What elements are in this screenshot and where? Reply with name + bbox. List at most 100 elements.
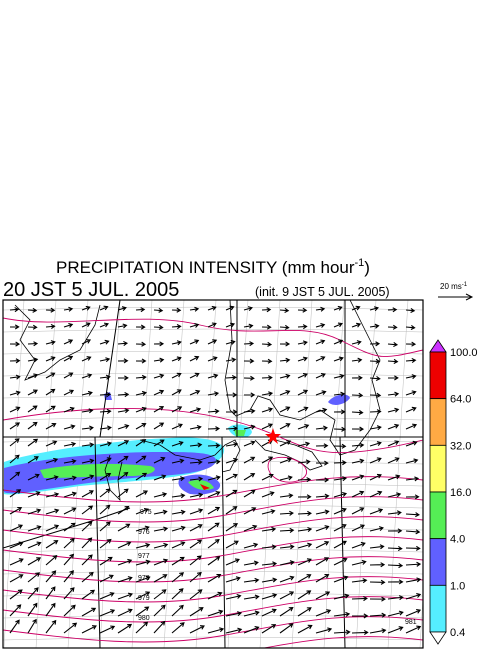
wind-arrow	[27, 357, 39, 363]
wind-arrow	[153, 589, 167, 600]
wind-arrow	[333, 476, 348, 482]
wind-arrow	[243, 323, 254, 329]
wind-arrow	[81, 490, 94, 498]
wind-arrow	[405, 307, 416, 313]
wind-arrow	[153, 324, 164, 330]
wind-arrow	[225, 523, 239, 532]
wind-arrow	[99, 504, 111, 515]
wind-arrow	[189, 442, 203, 448]
wind-arrow	[99, 609, 116, 617]
wind-arrow	[351, 322, 362, 328]
wind-arrow	[27, 341, 39, 347]
wind-arrow	[9, 589, 23, 600]
wind-arrow	[63, 475, 77, 481]
wind-arrow	[9, 374, 21, 380]
wind-arrow	[189, 555, 202, 566]
wind-arrow	[135, 591, 151, 600]
wind-arrow	[243, 524, 258, 532]
isobar	[3, 596, 423, 623]
coast	[224, 300, 381, 456]
wind-arrow	[315, 557, 330, 566]
wind-arrow	[45, 405, 56, 413]
wind-arrow	[9, 619, 20, 634]
wind-arrow	[297, 406, 309, 413]
wind-arrow	[279, 560, 295, 566]
wind-arrow	[279, 357, 291, 363]
wind-arrow	[99, 625, 116, 634]
wind-arrow	[333, 391, 346, 397]
wind-arrow	[63, 491, 77, 498]
wind-arrow	[45, 475, 59, 481]
wind-arrow	[153, 456, 166, 464]
wind-arrow	[243, 577, 260, 583]
wind-arrow	[9, 558, 24, 566]
wind-arrow	[99, 391, 112, 398]
grid-line	[3, 416, 423, 421]
wind-arrow	[387, 358, 399, 364]
wind-arrow	[333, 507, 347, 515]
wind-arrow	[369, 612, 387, 618]
isobar	[3, 496, 423, 523]
isobar-label: 980	[138, 615, 150, 622]
wind-arrow	[297, 574, 312, 583]
wind-arrow	[153, 558, 169, 566]
wind-arrow	[27, 602, 38, 617]
precip-heavy	[40, 463, 155, 478]
wind-arrow	[81, 390, 93, 396]
wind-arrow	[333, 557, 348, 566]
wind-arrow	[351, 305, 361, 311]
wind-arrow	[171, 307, 182, 313]
wind-arrow	[135, 307, 146, 313]
wind-arrow	[9, 541, 24, 549]
vector-scale-text: 20 ms	[440, 282, 462, 291]
wind-arrow	[9, 471, 21, 481]
wind-arrow	[279, 544, 295, 550]
wind-arrow	[351, 613, 369, 619]
wind-arrow	[225, 442, 239, 448]
wind-arrow	[405, 494, 420, 500]
wind-arrow	[9, 358, 21, 364]
wind-arrow	[81, 537, 93, 549]
wind-arrow	[135, 621, 149, 634]
wind-arrow	[333, 339, 344, 345]
wind-arrow	[117, 358, 129, 364]
wind-arrow	[243, 456, 256, 464]
grid-line	[3, 592, 423, 597]
wind-arrow	[243, 489, 256, 498]
colorbar-segment	[429, 398, 447, 446]
wind-arrow	[243, 306, 253, 312]
wind-arrow	[135, 406, 147, 413]
wind-arrow	[405, 561, 422, 567]
wind-arrow	[315, 591, 331, 600]
wind-arrow	[171, 406, 183, 413]
wind-arrow	[261, 473, 274, 481]
wind-arrow	[333, 305, 343, 311]
wind-arrow	[27, 508, 42, 515]
wind-arrow	[45, 323, 56, 330]
wind-arrow	[225, 506, 238, 515]
wind-arrow	[207, 305, 217, 311]
wind-arrow	[63, 406, 75, 413]
wind-arrow	[387, 375, 399, 381]
wind-arrow	[351, 507, 365, 515]
colorbar-segment	[429, 538, 447, 586]
wind-arrow	[171, 324, 182, 330]
wind-arrow	[387, 324, 398, 330]
wind-arrow	[243, 473, 256, 481]
wind-arrow	[27, 618, 37, 634]
wind-arrow	[63, 424, 76, 430]
colorbar-bottom	[429, 631, 447, 645]
wind-arrow	[225, 374, 237, 381]
isobar-label: 979	[138, 595, 150, 602]
wind-arrow	[99, 556, 113, 566]
boundary	[99, 300, 346, 438]
wind-arrow	[81, 442, 95, 448]
wind-arrow	[63, 587, 75, 600]
wind-arrow	[9, 604, 22, 617]
wind-arrow	[405, 512, 420, 518]
wind-arrow	[63, 339, 74, 345]
wind-arrow	[171, 604, 184, 617]
wind-arrow	[207, 556, 221, 566]
wind-arrow	[81, 305, 91, 311]
wind-arrow	[99, 488, 111, 498]
